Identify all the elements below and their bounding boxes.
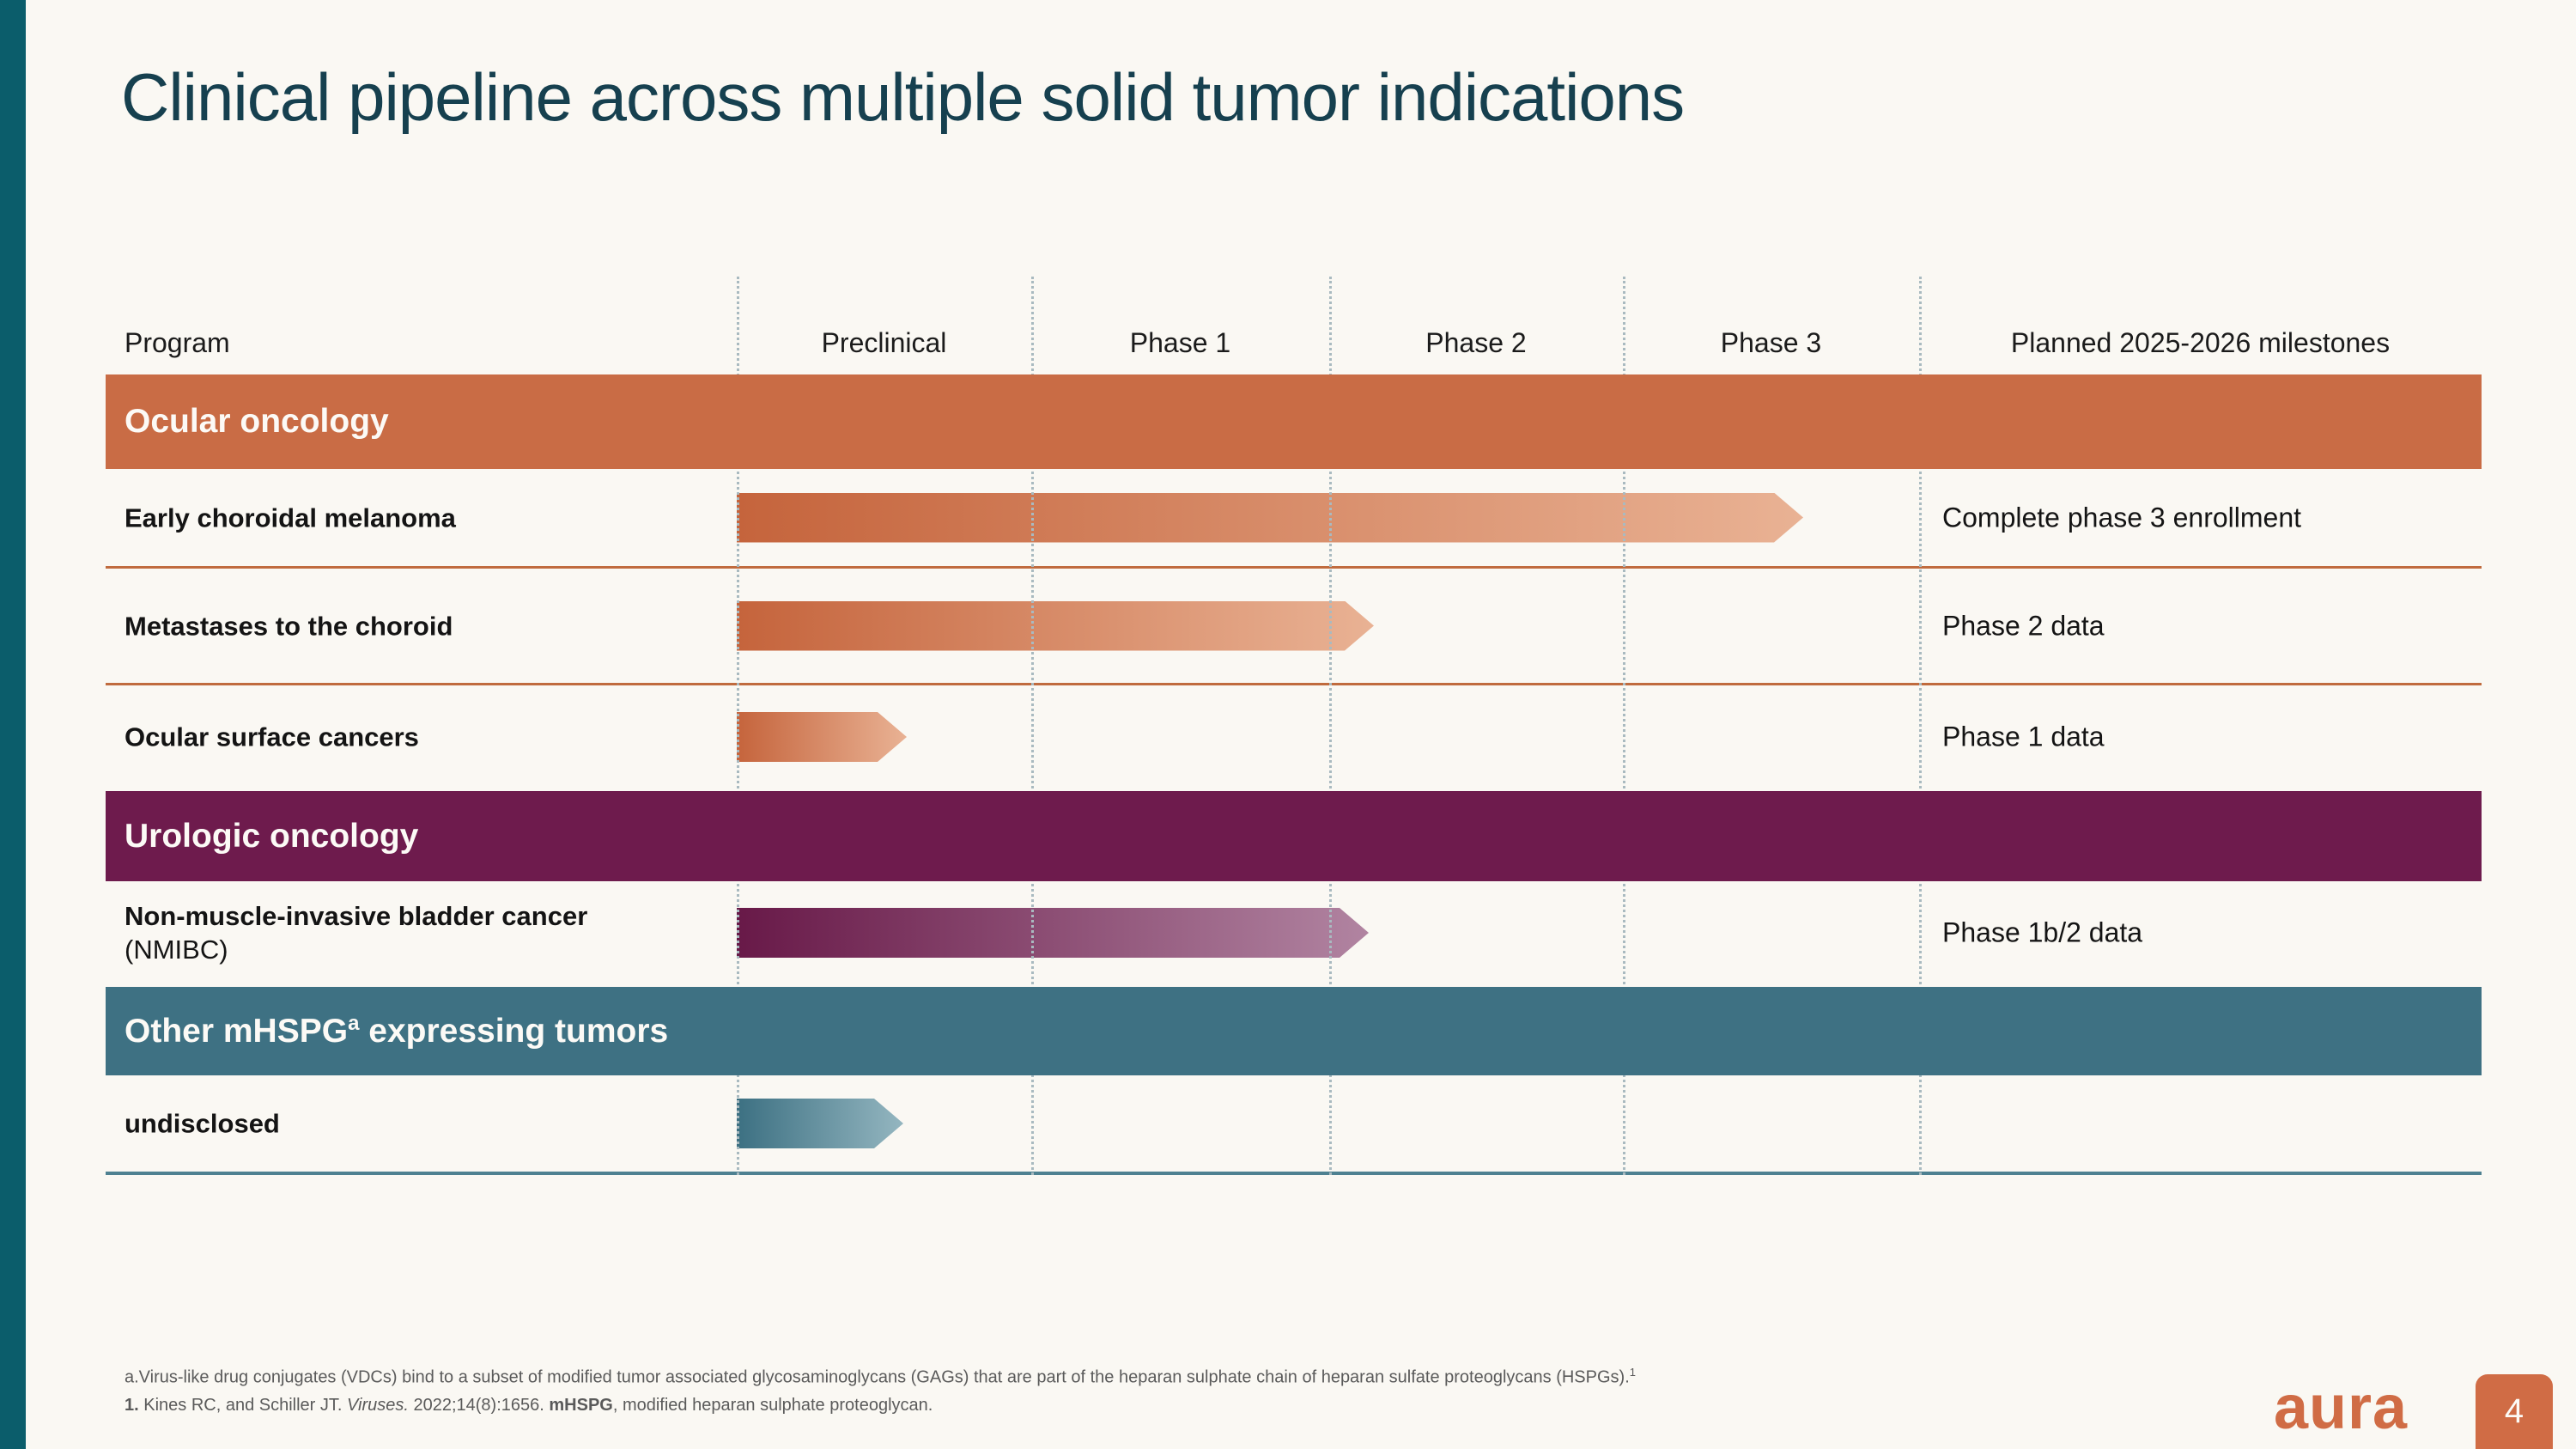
program-label: undisclosed — [125, 1108, 280, 1139]
page-title: Clinical pipeline across multiple solid … — [121, 59, 1685, 135]
footnote-line-1: a.Virus-like drug conjugates (VDCs) bind… — [125, 1366, 1636, 1387]
section-header-urologic-oncology: Urologic oncology — [106, 791, 2482, 881]
phase-progress-arrow — [737, 493, 1803, 543]
column-header-program: Program — [125, 326, 230, 358]
column-header-phase3: Phase 3 — [1720, 326, 1822, 358]
program-label: Metastases to the choroid — [125, 611, 453, 641]
column-header-preclinical: Preclinical — [821, 326, 947, 358]
footnote-marker-a: a — [348, 1011, 360, 1035]
pipeline-row-undisclosed: undisclosed — [106, 1075, 2482, 1175]
milestone-label: Phase 1b/2 data — [1942, 916, 2143, 948]
phase-progress-arrow — [737, 601, 1374, 651]
pipeline-row-early-choroidal-melanoma: Early choroidal melanoma Complete phase … — [106, 469, 2482, 569]
left-accent-bar — [0, 0, 26, 1449]
program-sublabel: (NMIBC) — [125, 935, 228, 965]
footnote-line-2: 1. Kines RC, and Schiller JT. Viruses. 2… — [125, 1395, 933, 1415]
milestone-label: Phase 2 data — [1942, 610, 2105, 641]
section-title: Other mHSPGa expressing tumors — [125, 1011, 669, 1050]
column-guide-phase2 — [1329, 277, 1332, 1175]
section-title: Ocular oncology — [125, 403, 389, 440]
phase-progress-arrow — [737, 908, 1369, 958]
section-header-other-mhspg-tumors: Other mHSPGa expressing tumors — [106, 987, 2482, 1075]
aura-logo: aura — [2274, 1373, 2409, 1442]
phase-progress-arrow — [737, 712, 907, 762]
page-number: 4 — [2504, 1392, 2524, 1430]
pipeline-row-metastases-to-the-choroid: Metastases to the choroid Phase 2 data — [106, 569, 2482, 685]
column-header-phase2: Phase 2 — [1425, 326, 1527, 358]
footnotes: a.Virus-like drug conjugates (VDCs) bind… — [125, 1359, 1636, 1419]
pipeline-row-ocular-surface-cancers: Ocular surface cancers Phase 1 data — [106, 685, 2482, 788]
column-guide-milestones — [1919, 277, 1922, 1175]
phase-progress-arrow — [737, 1099, 903, 1148]
section-header-ocular-oncology: Ocular oncology — [106, 374, 2482, 469]
pipeline-row-nmibc: Non-muscle-invasive bladder cancer (NMIB… — [106, 881, 2482, 984]
column-guide-phase3 — [1623, 277, 1625, 1175]
column-guide-preclinical — [737, 277, 739, 1175]
page-number-badge: 4 — [2476, 1374, 2553, 1449]
program-label: Non-muscle-invasive bladder cancer (NMIB… — [125, 901, 588, 965]
column-header-milestones: Planned 2025-2026 milestones — [2010, 326, 2391, 358]
program-label: Ocular surface cancers — [125, 721, 419, 752]
section-title: Urologic oncology — [125, 817, 419, 855]
column-guide-phase1 — [1031, 277, 1034, 1175]
milestone-label: Complete phase 3 enrollment — [1942, 502, 2302, 533]
reference-superscript: 1 — [1629, 1366, 1636, 1379]
program-label: Early choroidal melanoma — [125, 502, 456, 533]
column-header-phase1: Phase 1 — [1129, 326, 1231, 358]
milestone-label: Phase 1 data — [1942, 721, 2105, 752]
